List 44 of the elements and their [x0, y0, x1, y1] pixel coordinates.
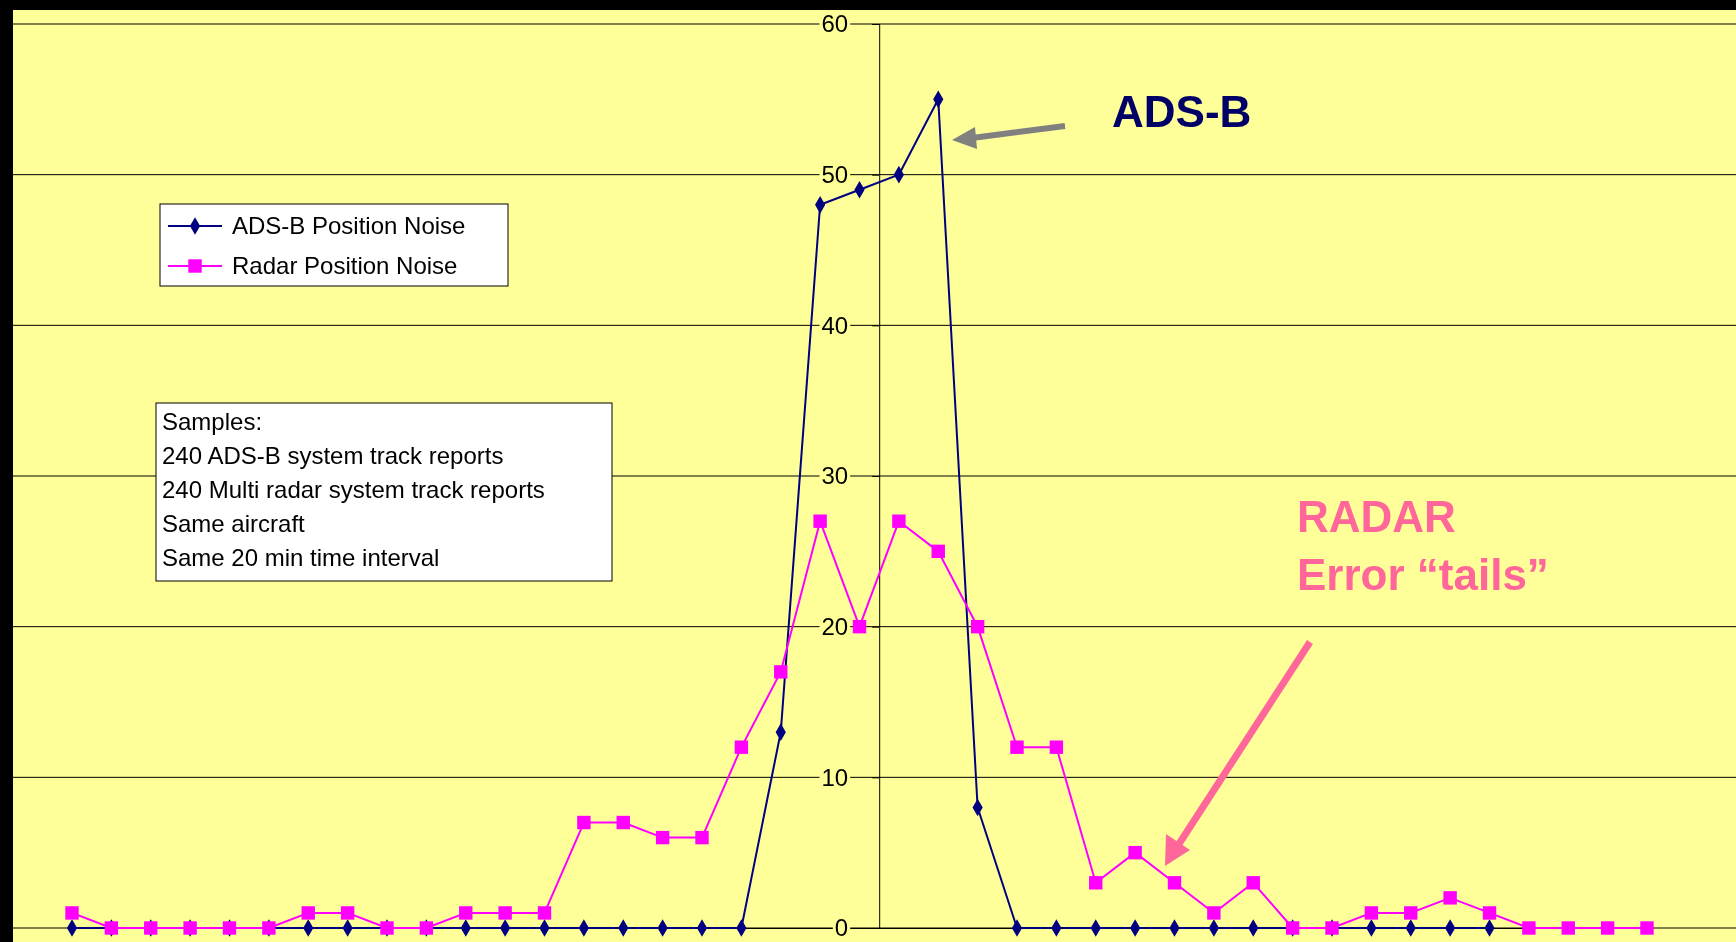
point — [1404, 906, 1418, 920]
y-tick-label: 30 — [821, 462, 849, 490]
point — [1640, 921, 1654, 935]
point — [734, 740, 749, 754]
point — [1128, 845, 1142, 860]
point — [1443, 891, 1457, 905]
point — [970, 619, 985, 634]
y-tick-label: 40 — [821, 311, 849, 339]
point — [1010, 740, 1024, 754]
point — [655, 830, 670, 845]
y-tick-label: 0 — [834, 914, 849, 942]
point — [340, 906, 355, 920]
point — [1522, 921, 1536, 935]
annotation: RADAR Error “tails” — [1297, 492, 1549, 599]
point — [1482, 906, 1497, 920]
point — [537, 906, 552, 920]
point — [65, 906, 79, 920]
y-tick-label: 60 — [821, 10, 849, 38]
point — [301, 906, 315, 920]
legend-label: ADS-B Position Noise — [232, 212, 466, 239]
y-tick-label: 10 — [821, 763, 849, 791]
point — [616, 815, 630, 830]
y-tick-label: 20 — [821, 612, 849, 640]
point — [1207, 906, 1221, 920]
point — [498, 906, 512, 920]
point — [1364, 906, 1379, 920]
point — [852, 619, 867, 634]
point — [1246, 876, 1260, 890]
point — [931, 544, 945, 559]
point — [577, 815, 591, 830]
point — [695, 830, 709, 845]
point — [774, 665, 788, 679]
annotation: ADS-B — [1112, 87, 1252, 136]
point — [1600, 921, 1615, 935]
point — [892, 514, 906, 528]
point — [813, 514, 827, 528]
point — [1049, 740, 1064, 754]
y-tick-label: 50 — [821, 160, 849, 188]
point — [1089, 876, 1103, 890]
point — [1561, 921, 1575, 935]
legend-label: Radar Position Noise — [232, 252, 458, 279]
point — [1167, 876, 1182, 890]
point — [459, 906, 473, 920]
annotation: Samples: 240 ADS-B system track reports 240 Multi radar system track reports Same aircraft Same 20 min time interval — [162, 408, 545, 571]
